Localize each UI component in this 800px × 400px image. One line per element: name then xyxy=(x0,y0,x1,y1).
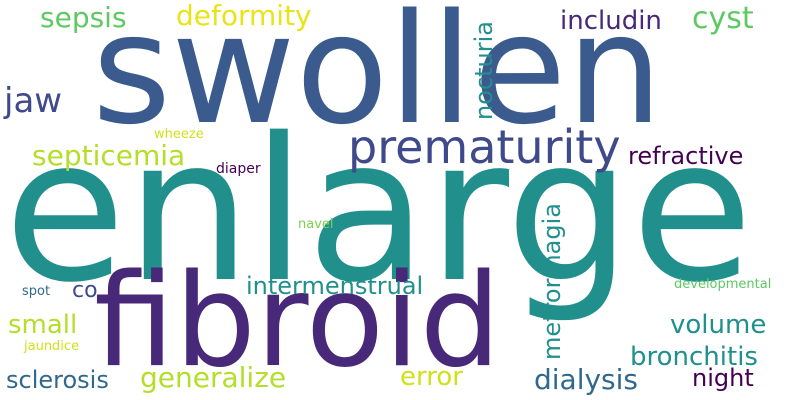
word-jaw: jaw xyxy=(4,81,63,121)
word-small: small xyxy=(8,310,78,340)
word-night: night xyxy=(692,364,754,392)
word-sepsis: sepsis xyxy=(40,1,127,34)
word-includin: includin xyxy=(560,6,662,36)
word-generalize: generalize xyxy=(140,361,287,394)
word-volume: volume xyxy=(670,310,767,340)
word-co: co xyxy=(72,278,98,303)
word-nocturia: nocturia xyxy=(470,21,498,120)
word-wheeze: wheeze xyxy=(154,127,204,142)
word-refractive: refractive xyxy=(628,142,744,170)
word-deformity: deformity xyxy=(176,0,312,32)
word-swollen: swollen xyxy=(92,0,663,158)
word-diaper: diaper xyxy=(216,161,261,177)
word-fibroid: fibroid xyxy=(94,247,501,396)
word-enlarge: enlarge xyxy=(4,95,754,326)
word-sclerosis: sclerosis xyxy=(6,366,109,394)
word-intermenstrual: intermenstrual xyxy=(246,272,424,300)
word-jaundice: jaundice xyxy=(24,339,80,354)
word-prematurity: prematurity xyxy=(348,120,621,174)
word-navel: navel xyxy=(298,217,334,232)
word-error: error xyxy=(400,362,463,392)
word-spot: spot xyxy=(22,284,51,299)
word-cyst: cyst xyxy=(692,1,754,36)
word-septicemia: septicemia xyxy=(32,139,186,172)
word-bronchitis: bronchitis xyxy=(630,342,758,372)
word-metrorrhagia: metrorrhagia xyxy=(538,203,566,360)
word-dialysis: dialysis xyxy=(534,363,639,396)
word-developmental: developmental xyxy=(674,277,772,292)
